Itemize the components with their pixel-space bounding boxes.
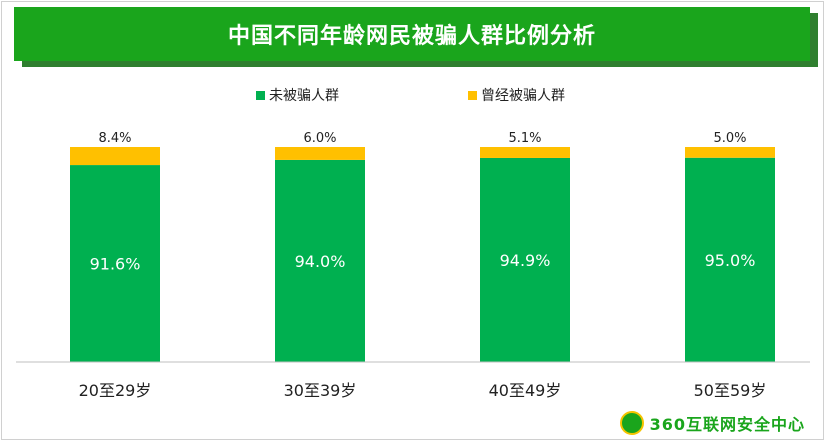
footer-brand: 360互联网安全中心 — [619, 411, 805, 435]
x-tick-label-1: 20至29岁 — [79, 381, 152, 400]
chart-title: 中国不同年龄网民被骗人群比例分析 — [227, 24, 596, 49]
x-tick-label-3: 40至49岁 — [489, 381, 562, 400]
brand-logo-icon — [619, 411, 644, 435]
data-label-2-2: 6.0% — [303, 131, 336, 146]
bar-1-1 — [70, 165, 160, 362]
bar-2-1 — [70, 147, 160, 166]
bar-2-2 — [275, 147, 365, 160]
bar-1-4 — [685, 157, 775, 362]
data-label-2-4: 5.0% — [713, 131, 746, 146]
brand-name: 360互联网安全中心 — [649, 415, 805, 434]
data-label-1-4: 95.0% — [705, 251, 756, 270]
legend-swatch-2 — [468, 91, 477, 100]
legend-label-2: 曾经被骗人群 — [481, 88, 565, 104]
bar-1-2 — [275, 159, 365, 362]
data-label-1-2: 94.0% — [295, 252, 346, 271]
bar-1-3 — [480, 157, 570, 362]
x-tick-label-2: 30至39岁 — [284, 381, 357, 400]
data-label-1-1: 91.6% — [90, 255, 141, 274]
data-label-2-1: 8.4% — [98, 131, 131, 146]
title-banner: 中国不同年龄网民被骗人群比例分析 — [14, 7, 810, 61]
legend-swatch-1 — [256, 91, 265, 100]
bar-2-4 — [685, 147, 775, 158]
data-label-2-3: 5.1% — [508, 131, 541, 146]
data-label-1-3: 94.9% — [500, 251, 551, 270]
x-tick-label-4: 50至59岁 — [694, 381, 767, 400]
legend-label-1: 未被骗人群 — [269, 88, 339, 104]
bar-2-3 — [480, 147, 570, 158]
